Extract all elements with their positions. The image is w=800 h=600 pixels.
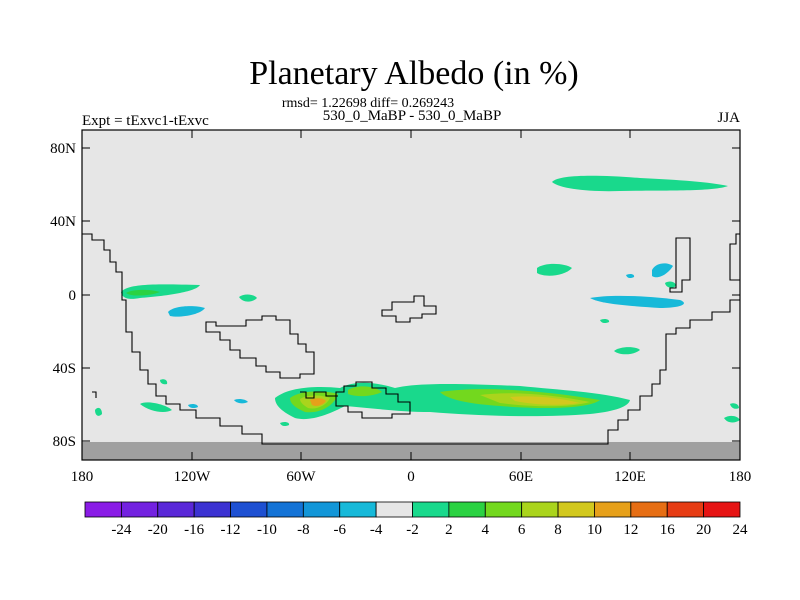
coastline <box>335 381 411 419</box>
colorbar-label: -2 <box>406 522 419 538</box>
x-tick-label: 120W <box>174 469 212 485</box>
y-tick-label: 80S <box>53 434 76 450</box>
coastline <box>669 237 691 293</box>
colorbar-label: 16 <box>660 522 676 538</box>
colorbar-label: -16 <box>184 522 204 538</box>
anomaly-patch <box>552 175 728 192</box>
colorbar-swatch <box>594 501 632 518</box>
x-tick-label: 120E <box>614 469 646 485</box>
colorbar-swatch <box>521 501 559 518</box>
coastline <box>300 391 338 399</box>
colorbar-label: 12 <box>623 522 638 538</box>
x-tick-label: 180 <box>71 469 94 485</box>
anomaly-patch <box>665 281 676 288</box>
anomaly-patch <box>160 379 168 385</box>
x-tick-label: 60E <box>509 469 533 485</box>
colorbar-swatch <box>630 501 668 518</box>
coastline <box>205 315 315 379</box>
anomaly-patch <box>168 306 205 317</box>
x-axis <box>81 130 741 460</box>
anomaly-patch <box>310 398 326 406</box>
colorbar-swatch <box>84 501 122 518</box>
season-label: JJA <box>717 110 740 126</box>
anomaly-patch <box>614 347 640 355</box>
x-tick-labels: 180 120W 60W 0 60E 120E 180 <box>71 469 752 485</box>
colorbar-label: 6 <box>518 522 526 538</box>
anomaly-patch <box>140 402 172 412</box>
colorbar-label: 20 <box>696 522 711 538</box>
coastline <box>82 233 740 445</box>
anomaly-patch <box>724 415 740 423</box>
anomaly-patch <box>280 421 290 427</box>
anomaly-patch <box>234 398 248 404</box>
colorbar-labels: -24 -20 -16 -12 -10 -8 -6 -4 -2 2 4 6 8 10 12 16 20 24 <box>111 522 748 538</box>
anomaly-patch <box>537 263 572 276</box>
anomaly-patch <box>239 294 257 302</box>
y-tick-label: 40N <box>50 214 76 230</box>
coastline <box>381 295 437 323</box>
y-axis <box>82 147 740 442</box>
coastline <box>729 233 740 281</box>
colorbar-label: -8 <box>297 522 310 538</box>
colorbar-swatch <box>120 501 159 518</box>
y-tick-label: 40S <box>53 361 76 377</box>
colorbar-swatch <box>230 501 268 518</box>
x-tick-label: 0 <box>407 469 415 485</box>
coastline <box>92 391 97 398</box>
experiment-label: Expt = tExvc1-tExvc <box>82 113 209 129</box>
anomaly-patch <box>626 273 635 279</box>
x-tick-label: 180 <box>729 469 752 485</box>
y-tick-labels: 80N 40N 0 40S 80S <box>50 141 76 450</box>
colorbar-swatch <box>302 501 341 518</box>
colorbar-swatch <box>557 501 595 518</box>
anomaly-patch <box>510 396 580 405</box>
coastlines <box>82 233 740 445</box>
colorbar-swatch <box>703 501 741 518</box>
x-tick-label: 60W <box>286 469 316 485</box>
colorbar-label: -6 <box>333 522 346 538</box>
anomaly-patch <box>730 403 739 409</box>
colorbar-swatch <box>157 501 195 518</box>
y-tick-label: 80N <box>50 141 76 157</box>
anomaly-patch <box>348 386 382 397</box>
anomaly-patch <box>652 263 673 278</box>
colorbar-swatch <box>339 501 377 518</box>
colorbar-label: 24 <box>733 522 749 538</box>
colorbar-label: 4 <box>482 522 490 538</box>
colorbar-swatch <box>666 501 705 518</box>
chart-title: Planetary Albedo (in %) <box>249 55 579 92</box>
colorbar-swatch <box>375 501 413 518</box>
anomaly-patch <box>600 318 610 324</box>
anomaly-patch <box>188 403 198 409</box>
colorbar <box>84 501 741 518</box>
colorbar-swatch <box>412 501 450 518</box>
colorbar-label: 10 <box>587 522 602 538</box>
colorbar-swatch <box>266 501 304 518</box>
colorbar-label: -12 <box>221 522 241 538</box>
colorbar-label: -10 <box>257 522 277 538</box>
stats-label: rmsd= 1.22698 diff= 0.269243 <box>282 96 454 111</box>
colorbar-label: -20 <box>148 522 168 538</box>
colorbar-swatch <box>193 501 231 518</box>
colorbar-swatch <box>448 501 486 518</box>
colorbar-label: -4 <box>370 522 383 538</box>
map-panel <box>81 129 741 461</box>
colorbar-label: 2 <box>445 522 453 538</box>
anomaly-patch <box>126 289 160 296</box>
case-label: 530_0_MaBP - 530_0_MaBP <box>323 108 502 124</box>
anomaly-fills <box>95 175 740 427</box>
anomaly-patch <box>95 407 102 416</box>
colorbar-label: -24 <box>111 522 131 538</box>
polar-mask <box>82 442 740 460</box>
y-tick-label: 0 <box>69 288 77 304</box>
anomaly-patch <box>590 295 684 308</box>
colorbar-swatch <box>484 501 523 518</box>
colorbar-label: 8 <box>554 522 562 538</box>
